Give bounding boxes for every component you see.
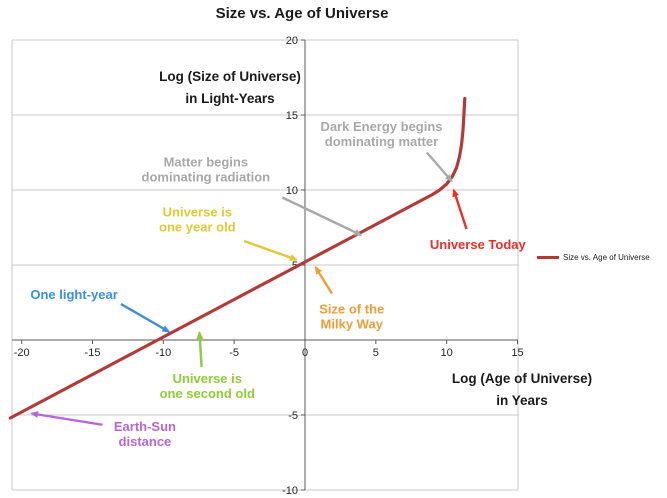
annotation-text-universe-today: Universe Today	[430, 237, 527, 252]
svg-text:10: 10	[441, 347, 453, 359]
annotation-text-universe-one-year: Universe is	[163, 205, 232, 220]
annotation-text-universe-one-year: one year old	[159, 220, 236, 235]
annotation-arrow-universe-one-second	[196, 331, 204, 368]
y-axis-title-line1: Log (Size of Universe)	[159, 69, 301, 84]
x-axis-title-line2: in Years	[496, 393, 548, 408]
annotation-text-universe-one-second: one second old	[160, 386, 255, 401]
annotation-text-earth-sun: Earth-Sun	[114, 419, 176, 434]
annotation-arrow-universe-one-year	[243, 239, 298, 261]
annotation-arrow-dark-energy	[425, 151, 453, 183]
svg-text:5: 5	[373, 347, 379, 359]
svg-text:-10: -10	[155, 347, 171, 359]
x-axis-title-line1: Log (Age of Universe)	[451, 371, 593, 386]
svg-text:15: 15	[511, 347, 523, 359]
annotation-text-dark-energy: Dark Energy begins	[320, 119, 442, 134]
annotation-text-milky-way: Size of the	[319, 301, 384, 316]
svg-text:15: 15	[286, 110, 298, 122]
svg-text:-20: -20	[14, 347, 30, 359]
annotation-arrow-one-light-year	[120, 302, 171, 333]
x-axis-title: Log (Age of Universe) in Years	[452, 368, 592, 412]
annotation-arrow-milky-way	[314, 265, 333, 295]
svg-text:0: 0	[302, 347, 308, 359]
annotation-text-dark-energy: dominating matter	[325, 134, 438, 149]
annotation-text-milky-way: Milky Way	[321, 316, 384, 331]
annotation-text-matter-radiation: dominating radiation	[142, 169, 271, 184]
annotation-text-matter-radiation: Matter begins	[164, 154, 249, 169]
annotation-arrow-earth-sun	[30, 411, 103, 426]
legend-line-swatch	[537, 256, 559, 259]
svg-text:-5: -5	[229, 347, 239, 359]
chart-title: Size vs. Age of Universe	[215, 5, 389, 22]
annotation-text-one-light-year: One light-year	[30, 287, 117, 302]
annotation-arrow-matter-radiation	[281, 196, 363, 237]
annotation-text-earth-sun: distance	[119, 434, 172, 449]
y-axis-title: Log (Size of Universe) in Light-Years	[159, 66, 301, 110]
annotation-text-universe-one-second: Universe is	[173, 371, 242, 386]
svg-text:10: 10	[286, 185, 298, 197]
svg-text:-10: -10	[282, 485, 298, 497]
y-axis-title-line2: in Light-Years	[185, 91, 275, 106]
legend-label: Size vs. Age of Universe	[563, 253, 650, 262]
annotation-arrow-universe-today	[452, 188, 468, 230]
legend: Size vs. Age of Universe	[537, 253, 650, 262]
svg-text:20: 20	[286, 35, 298, 47]
svg-text:-15: -15	[85, 347, 101, 359]
axes	[12, 39, 518, 491]
svg-text:-5: -5	[288, 410, 298, 422]
